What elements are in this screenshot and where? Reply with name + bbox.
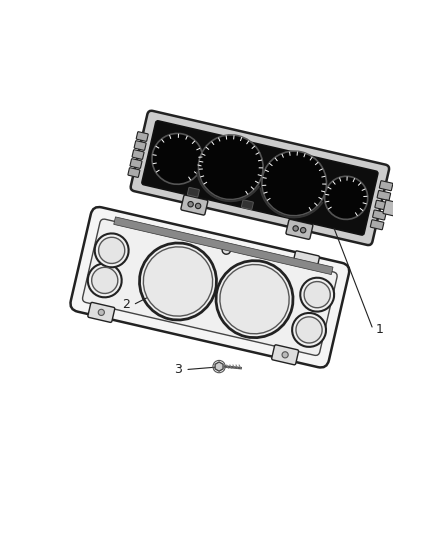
FancyBboxPatch shape: [379, 181, 393, 191]
Circle shape: [304, 281, 330, 308]
Circle shape: [220, 264, 289, 334]
Text: 2: 2: [122, 298, 130, 311]
FancyBboxPatch shape: [128, 168, 140, 177]
Circle shape: [92, 267, 118, 294]
Circle shape: [262, 151, 326, 216]
FancyBboxPatch shape: [132, 150, 144, 159]
FancyBboxPatch shape: [88, 302, 115, 322]
Circle shape: [195, 203, 201, 208]
FancyBboxPatch shape: [375, 200, 389, 210]
FancyBboxPatch shape: [241, 200, 253, 209]
FancyBboxPatch shape: [131, 111, 389, 245]
Circle shape: [198, 135, 263, 199]
FancyBboxPatch shape: [272, 345, 299, 365]
Polygon shape: [215, 362, 223, 371]
FancyBboxPatch shape: [373, 210, 386, 220]
Circle shape: [293, 226, 298, 231]
FancyBboxPatch shape: [286, 219, 313, 239]
Text: 3: 3: [174, 363, 182, 376]
FancyBboxPatch shape: [383, 200, 396, 216]
FancyBboxPatch shape: [181, 195, 208, 215]
Circle shape: [88, 263, 122, 297]
Text: 1: 1: [375, 323, 383, 336]
FancyBboxPatch shape: [142, 121, 378, 235]
FancyBboxPatch shape: [82, 219, 337, 356]
Circle shape: [95, 233, 129, 268]
Circle shape: [139, 243, 216, 320]
Circle shape: [292, 313, 326, 347]
FancyBboxPatch shape: [371, 220, 384, 230]
Circle shape: [325, 176, 368, 220]
FancyBboxPatch shape: [71, 207, 349, 368]
FancyBboxPatch shape: [114, 217, 333, 274]
Circle shape: [98, 309, 104, 316]
FancyBboxPatch shape: [377, 190, 391, 200]
Circle shape: [152, 133, 203, 184]
FancyBboxPatch shape: [130, 159, 142, 168]
Circle shape: [282, 352, 288, 358]
Circle shape: [300, 278, 334, 312]
Circle shape: [143, 247, 212, 316]
Circle shape: [188, 201, 193, 207]
FancyBboxPatch shape: [187, 188, 199, 197]
Circle shape: [216, 261, 293, 337]
Circle shape: [222, 246, 230, 254]
FancyBboxPatch shape: [293, 251, 319, 269]
Circle shape: [300, 228, 306, 233]
FancyBboxPatch shape: [136, 132, 148, 141]
Circle shape: [99, 237, 125, 263]
FancyBboxPatch shape: [134, 141, 146, 150]
Circle shape: [296, 317, 322, 343]
